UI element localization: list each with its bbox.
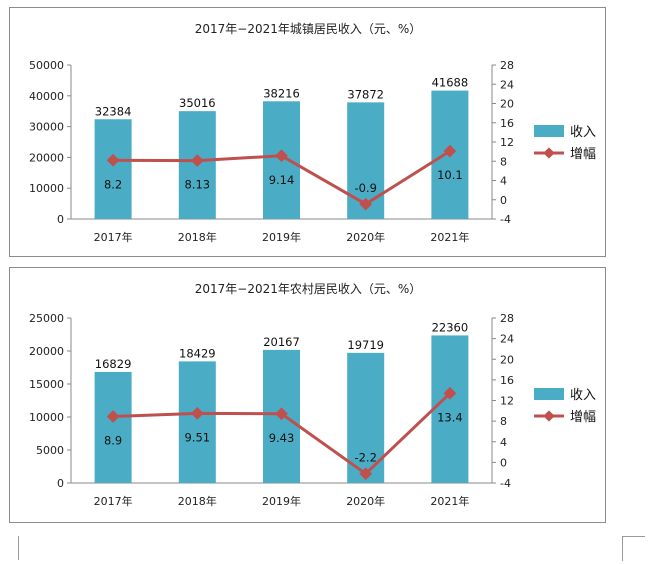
right-axis-tick-label: 16 (500, 117, 514, 130)
growth-rate-marker (275, 149, 288, 163)
right-axis-tick-label: 20 (500, 353, 514, 366)
legend-marker-growth (543, 410, 555, 422)
growth-rate-marker (443, 144, 457, 158)
growth-rate-marker (443, 386, 457, 400)
growth-rate-label: -0.9 (354, 181, 376, 195)
growth-rate-label: 9.43 (269, 431, 295, 445)
right-axis-tick-label: 24 (500, 78, 514, 91)
income-bar (431, 335, 469, 483)
chart-title: 2017年−2021年城镇居民收入（元、%） (195, 22, 422, 36)
urban-income-chart: 2017年−2021年城镇居民收入（元、%） 0 10000 20000 30000 4… (9, 7, 606, 257)
growth-rate-marker (359, 467, 373, 481)
growth-rate-marker (190, 406, 204, 420)
income-bar-label: 37872 (347, 87, 384, 101)
right-axis-tick-label: 0 (500, 456, 507, 469)
right-axis-tick-label: 12 (500, 136, 514, 149)
legend-marker-growth (543, 147, 555, 159)
left-axis-tick-label: 0 (57, 477, 64, 490)
growth-rate-label: 9.14 (269, 173, 295, 187)
rural-income-chart: 2017年−2021年农村居民收入（元、%） 0 5000 10000 15000 20… (9, 267, 606, 523)
legend-label-income: 收入 (570, 388, 596, 403)
legend-swatch-income (534, 125, 564, 137)
income-bar-label: 22360 (432, 320, 469, 334)
income-bar (94, 371, 132, 483)
left-axis-tick-label: 5000 (36, 444, 64, 457)
urban-income-chart-svg: 2017年−2021年城镇居民收入（元、%） 0 10000 20000 30000 4… (29, 22, 596, 244)
x-axis-tick-label: 2021年 (430, 494, 469, 508)
legend-label-income: 收入 (570, 125, 596, 140)
income-bar-label: 19719 (347, 338, 384, 352)
growth-rate-marker (275, 407, 288, 421)
right-axis-tick-label: 12 (500, 395, 514, 408)
income-bar-label: 35016 (179, 96, 216, 110)
income-bar-label: 41688 (432, 76, 469, 90)
right-axis-tick-label: -4 (500, 213, 511, 226)
right-axis-tick-label: 16 (500, 374, 514, 387)
income-bar (178, 361, 216, 483)
right-axis-tick-label: 8 (500, 155, 507, 168)
right-axis-tick-label: 8 (500, 415, 507, 428)
growth-rate-marker (106, 410, 120, 423)
growth-rate-label: 8.13 (184, 178, 210, 192)
right-axis-tick-label: 4 (500, 436, 507, 449)
left-axis-tick-label: 0 (57, 213, 64, 226)
right-axis-tick-label: 20 (500, 98, 514, 111)
x-axis-tick-label: 2017年 (94, 494, 133, 508)
x-axis-tick-label: 2018年 (178, 494, 217, 508)
growth-rate-label: 8.2 (104, 177, 122, 191)
x-axis-tick-label: 2017年 (94, 230, 133, 244)
growth-rate-label: 13.4 (437, 410, 463, 424)
growth-rate-marker (106, 153, 120, 167)
income-bar-label: 20167 (263, 335, 300, 349)
x-axis-tick-label: 2020年 (346, 494, 385, 508)
left-axis-tick-label: 10000 (29, 182, 64, 195)
left-axis-tick-label: 50000 (29, 59, 64, 72)
income-bar-label: 38216 (263, 86, 300, 100)
income-bar-label: 16829 (95, 357, 132, 371)
x-axis-tick-label: 2019年 (262, 494, 301, 508)
left-axis-tick-label: 25000 (29, 312, 64, 325)
growth-rate-label: 8.9 (104, 433, 122, 447)
left-axis-tick-label: 40000 (29, 90, 64, 103)
right-axis-tick-label: 24 (500, 333, 514, 346)
chart-title: 2017年−2021年农村居民收入（元、%） (195, 282, 422, 296)
legend-label-growth: 增幅 (570, 147, 596, 162)
right-axis-tick-label: 0 (500, 194, 507, 207)
left-axis-tick-label: 15000 (29, 378, 64, 391)
right-axis-tick-label: 28 (500, 312, 514, 325)
right-axis-tick-label: 4 (500, 175, 507, 188)
right-axis-tick-label: -4 (500, 477, 511, 490)
growth-rate-marker (190, 154, 204, 167)
right-axis-tick-label: 28 (500, 59, 514, 72)
rural-income-chart-svg: 2017年−2021年农村居民收入（元、%） 0 5000 10000 15000 20… (29, 282, 596, 508)
left-axis-tick-label: 20000 (29, 345, 64, 358)
growth-rate-label: -2.2 (354, 451, 376, 465)
x-axis-tick-label: 2020年 (346, 230, 385, 244)
growth-rate-marker (359, 197, 373, 211)
growth-rate-label: 9.51 (184, 430, 210, 444)
page-corner-mark-right (622, 536, 645, 561)
income-bar (94, 119, 132, 219)
page-corner-mark-left (0, 536, 19, 560)
x-axis-tick-label: 2018年 (178, 230, 217, 244)
left-axis-tick-label: 10000 (29, 411, 64, 424)
left-axis-tick-label: 20000 (29, 151, 64, 164)
left-axis-tick-label: 30000 (29, 121, 64, 134)
x-axis-tick-label: 2019年 (262, 230, 301, 244)
growth-rate-label: 10.1 (437, 168, 463, 182)
legend-label-growth: 增幅 (570, 410, 596, 425)
legend-swatch-income (534, 388, 564, 400)
income-bar-label: 18429 (179, 346, 216, 360)
x-axis-tick-label: 2021年 (430, 230, 469, 244)
income-bar-label: 32384 (95, 104, 132, 118)
